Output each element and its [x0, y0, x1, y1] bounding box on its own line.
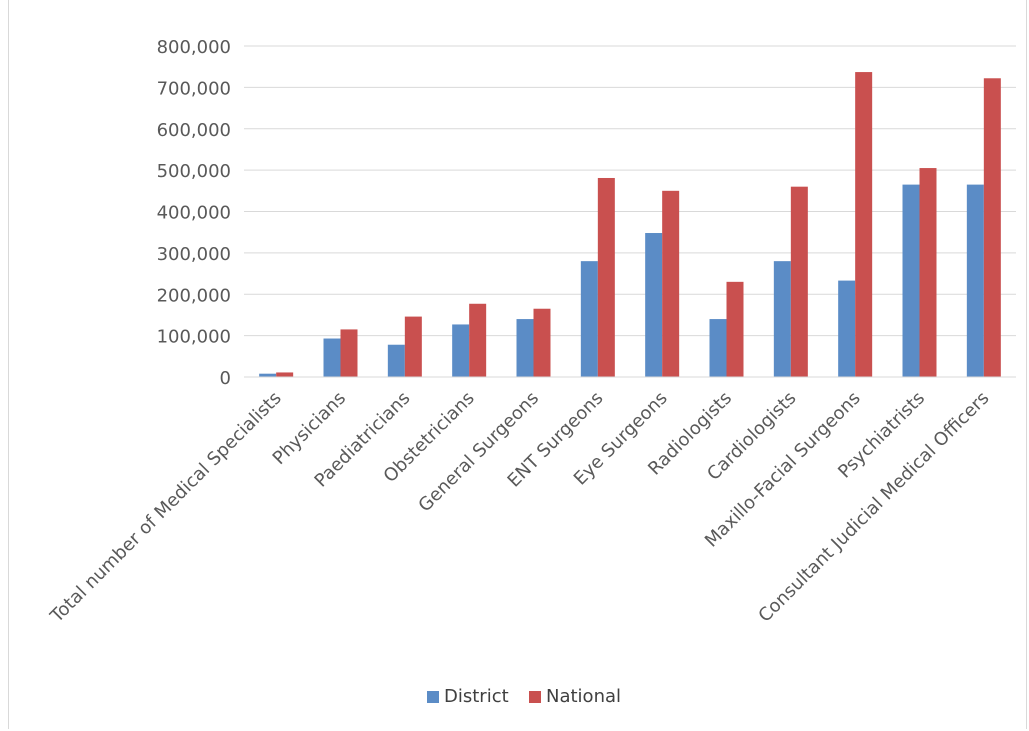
y-axis-ticks: 0 100,000 200,000 300,000 400,000 500,000 600,…: [157, 37, 231, 389]
legend-label-national: National: [546, 686, 621, 707]
bar-national-11: [983, 78, 1001, 378]
y-tick-label: 600,000: [157, 120, 231, 141]
category-label: General Surgeons: [414, 388, 543, 517]
bar-national-1: [340, 329, 358, 377]
bar-district-2: [387, 344, 405, 377]
category-labels: Total number of Medical SpecialistsPhysi…: [46, 388, 993, 628]
bar-district-3: [452, 324, 470, 377]
bar-national-0: [276, 372, 294, 377]
bar-national-9: [855, 72, 873, 377]
bar-district-6: [645, 233, 663, 377]
bar-district-4: [516, 319, 534, 377]
y-tick-label: 100,000: [157, 327, 231, 348]
y-tick-label: 400,000: [157, 203, 231, 224]
bar-district-11: [966, 184, 984, 377]
category-label: Consultant Judicial Medical Officers: [754, 388, 993, 627]
bar-national-8: [790, 186, 808, 377]
bar-national-7: [726, 281, 744, 377]
bar-district-1: [323, 338, 341, 377]
legend-label-district: District: [444, 686, 509, 707]
chart-frame: 0 100,000 200,000 300,000 400,000 500,000 600,…: [8, 0, 1027, 729]
y-tick-label: 800,000: [157, 37, 231, 58]
category-label: Total number of Medical Specialists: [46, 388, 286, 628]
bar-district-10: [902, 184, 920, 377]
bar-national-10: [919, 168, 937, 377]
legend: District National: [427, 686, 621, 707]
bar-district-0: [259, 373, 277, 377]
bar-national-5: [597, 177, 615, 377]
bar-district-8: [773, 261, 791, 377]
y-tick-label: 0: [220, 368, 231, 389]
bar-chart: 0 100,000 200,000 300,000 400,000 500,000 600,…: [46, 37, 1016, 707]
bar-district-5: [580, 261, 598, 377]
bar-national-2: [404, 316, 422, 377]
y-tick-label: 200,000: [157, 285, 231, 306]
y-tick-label: 700,000: [157, 78, 231, 99]
y-tick-label: 500,000: [157, 161, 231, 182]
bar-national-3: [469, 303, 487, 377]
y-tick-label: 300,000: [157, 244, 231, 265]
bar-district-9: [838, 280, 856, 377]
legend-swatch-district: [427, 691, 439, 703]
bar-national-6: [662, 190, 680, 377]
legend-swatch-national: [529, 691, 541, 703]
gridlines: [244, 45, 1016, 337]
bar-national-4: [533, 308, 551, 377]
bars: [259, 72, 1001, 378]
bar-district-7: [709, 319, 727, 377]
